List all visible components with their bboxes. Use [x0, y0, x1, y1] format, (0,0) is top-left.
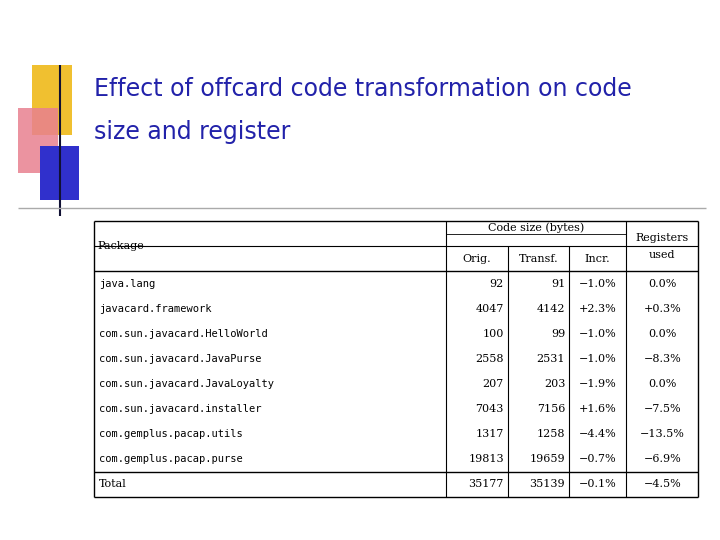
- Text: 4047: 4047: [476, 304, 504, 314]
- Text: com.gemplus.pacap.purse: com.gemplus.pacap.purse: [99, 454, 243, 464]
- Text: −1.0%: −1.0%: [579, 354, 616, 364]
- Text: 100: 100: [482, 329, 504, 339]
- Text: −7.5%: −7.5%: [644, 404, 681, 414]
- Text: 19659: 19659: [530, 454, 565, 464]
- Text: −4.4%: −4.4%: [579, 429, 616, 439]
- Text: 91: 91: [551, 279, 565, 289]
- Bar: [40, 146, 79, 200]
- Text: com.sun.javacard.JavaPurse: com.sun.javacard.JavaPurse: [99, 354, 262, 364]
- Text: −1.0%: −1.0%: [579, 329, 616, 339]
- Text: 1258: 1258: [536, 429, 565, 439]
- Text: +1.6%: +1.6%: [579, 404, 616, 414]
- Text: 1317: 1317: [476, 429, 504, 439]
- Text: Incr.: Incr.: [585, 254, 611, 264]
- Text: −13.5%: −13.5%: [640, 429, 685, 439]
- Text: −1.0%: −1.0%: [579, 279, 616, 289]
- Text: com.gemplus.pacap.utils: com.gemplus.pacap.utils: [99, 429, 243, 439]
- Text: Orig.: Orig.: [463, 254, 491, 264]
- Text: 99: 99: [551, 329, 565, 339]
- Text: 35139: 35139: [530, 480, 565, 489]
- Text: 0.0%: 0.0%: [648, 379, 677, 389]
- Text: 2558: 2558: [475, 354, 504, 364]
- Text: 207: 207: [482, 379, 504, 389]
- Text: com.sun.javacard.HelloWorld: com.sun.javacard.HelloWorld: [99, 329, 268, 339]
- Text: java.lang: java.lang: [99, 279, 156, 289]
- Text: Effect of offcard code transformation on code: Effect of offcard code transformation on…: [94, 77, 631, 101]
- Text: Transf.: Transf.: [518, 254, 558, 264]
- Text: −6.9%: −6.9%: [644, 454, 681, 464]
- Text: −0.7%: −0.7%: [579, 454, 616, 464]
- Text: −4.5%: −4.5%: [644, 480, 681, 489]
- Text: javacard.framework: javacard.framework: [99, 304, 212, 314]
- Text: 2531: 2531: [536, 354, 565, 364]
- Text: 4142: 4142: [536, 304, 565, 314]
- Text: Total: Total: [99, 480, 127, 489]
- Text: 7043: 7043: [476, 404, 504, 414]
- Text: 0.0%: 0.0%: [648, 279, 677, 289]
- Text: com.sun.javacard.installer: com.sun.javacard.installer: [99, 404, 262, 414]
- Text: −0.1%: −0.1%: [579, 480, 616, 489]
- Bar: [32, 65, 72, 135]
- Text: +2.3%: +2.3%: [579, 304, 616, 314]
- Text: Registers: Registers: [636, 233, 689, 244]
- Text: 0.0%: 0.0%: [648, 329, 677, 339]
- Text: Package: Package: [97, 241, 144, 252]
- Text: −1.9%: −1.9%: [579, 379, 616, 389]
- Text: 35177: 35177: [469, 480, 504, 489]
- Text: size and register: size and register: [94, 120, 290, 144]
- Text: Code size (bytes): Code size (bytes): [488, 222, 585, 233]
- Text: used: used: [649, 249, 675, 260]
- Bar: [18, 108, 58, 173]
- Text: 203: 203: [544, 379, 565, 389]
- Text: +0.3%: +0.3%: [644, 304, 681, 314]
- Text: −8.3%: −8.3%: [644, 354, 681, 364]
- Text: 7156: 7156: [537, 404, 565, 414]
- Text: 92: 92: [490, 279, 504, 289]
- Text: com.sun.javacard.JavaLoyalty: com.sun.javacard.JavaLoyalty: [99, 379, 274, 389]
- Text: 19813: 19813: [469, 454, 504, 464]
